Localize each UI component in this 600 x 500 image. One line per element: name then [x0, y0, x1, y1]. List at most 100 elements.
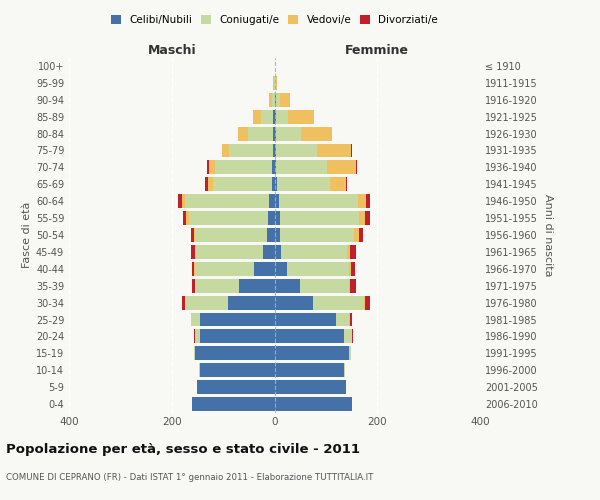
Text: Popolazione per età, sesso e stato civile - 2011: Popolazione per età, sesso e stato civil… — [6, 442, 360, 456]
Bar — [349, 262, 350, 276]
Bar — [349, 279, 350, 292]
Bar — [275, 279, 300, 292]
Bar — [239, 279, 275, 292]
Bar — [238, 126, 248, 140]
Bar — [209, 160, 215, 174]
Bar — [275, 397, 352, 411]
Bar — [275, 245, 281, 259]
Bar — [328, 160, 356, 174]
Bar — [350, 245, 356, 259]
Bar — [193, 397, 275, 411]
Bar — [200, 364, 275, 377]
Bar — [274, 126, 275, 140]
Bar — [272, 93, 275, 106]
Bar — [349, 346, 350, 360]
Bar — [263, 245, 275, 259]
Bar — [191, 312, 200, 326]
Bar — [354, 228, 359, 242]
Bar — [269, 93, 272, 106]
Bar — [289, 110, 314, 124]
Bar — [300, 279, 349, 292]
Bar — [275, 346, 349, 360]
Bar — [275, 228, 280, 242]
Bar — [301, 126, 332, 140]
Bar — [254, 262, 275, 276]
Bar — [182, 296, 185, 310]
Bar — [278, 194, 358, 208]
Bar — [350, 144, 352, 158]
Bar — [352, 330, 353, 344]
Bar — [350, 262, 355, 276]
Bar — [331, 178, 346, 191]
Bar — [200, 312, 275, 326]
Bar — [317, 144, 350, 158]
Bar — [358, 194, 366, 208]
Bar — [229, 144, 273, 158]
Bar — [186, 211, 189, 225]
Bar — [221, 144, 229, 158]
Bar — [349, 312, 350, 326]
Y-axis label: Fasce di età: Fasce di età — [22, 202, 32, 268]
Bar — [350, 279, 356, 292]
Bar — [273, 144, 275, 158]
Bar — [275, 312, 336, 326]
Bar — [347, 245, 350, 259]
Bar — [192, 262, 194, 276]
Bar — [191, 228, 194, 242]
Bar — [191, 245, 196, 259]
Bar — [275, 110, 289, 124]
Bar — [213, 178, 272, 191]
Bar — [276, 160, 328, 174]
Bar — [276, 144, 317, 158]
Bar — [206, 160, 209, 174]
Bar — [267, 228, 275, 242]
Bar — [280, 228, 354, 242]
Bar — [274, 110, 275, 124]
Bar — [346, 178, 347, 191]
Bar — [365, 296, 370, 310]
Bar — [195, 279, 239, 292]
Bar — [208, 178, 213, 191]
Bar — [275, 194, 278, 208]
Bar — [195, 330, 200, 344]
Bar — [195, 346, 275, 360]
Bar — [366, 194, 370, 208]
Bar — [359, 211, 365, 225]
Bar — [185, 194, 269, 208]
Bar — [275, 296, 313, 310]
Bar — [200, 330, 275, 344]
Bar — [275, 211, 280, 225]
Bar — [275, 364, 344, 377]
Bar — [344, 364, 345, 377]
Bar — [185, 296, 228, 310]
Bar — [215, 160, 272, 174]
Bar — [272, 160, 275, 174]
Bar — [260, 110, 274, 124]
Bar — [195, 228, 267, 242]
Bar — [364, 296, 365, 310]
Bar — [344, 330, 352, 344]
Bar — [196, 245, 263, 259]
Text: Maschi: Maschi — [148, 44, 196, 58]
Bar — [275, 330, 344, 344]
Bar — [365, 211, 370, 225]
Bar — [248, 126, 274, 140]
Y-axis label: Anni di nascita: Anni di nascita — [543, 194, 553, 276]
Bar — [359, 228, 364, 242]
Bar — [275, 178, 277, 191]
Bar — [189, 211, 268, 225]
Bar — [275, 126, 301, 140]
Bar — [281, 245, 347, 259]
Bar — [182, 211, 186, 225]
Text: Femmine: Femmine — [345, 44, 409, 58]
Bar — [192, 279, 195, 292]
Bar — [275, 93, 280, 106]
Bar — [350, 312, 352, 326]
Bar — [182, 194, 185, 208]
Bar — [199, 364, 200, 377]
Bar — [336, 312, 349, 326]
Bar — [275, 76, 277, 90]
Bar — [178, 194, 182, 208]
Bar — [194, 228, 195, 242]
Bar — [275, 144, 276, 158]
